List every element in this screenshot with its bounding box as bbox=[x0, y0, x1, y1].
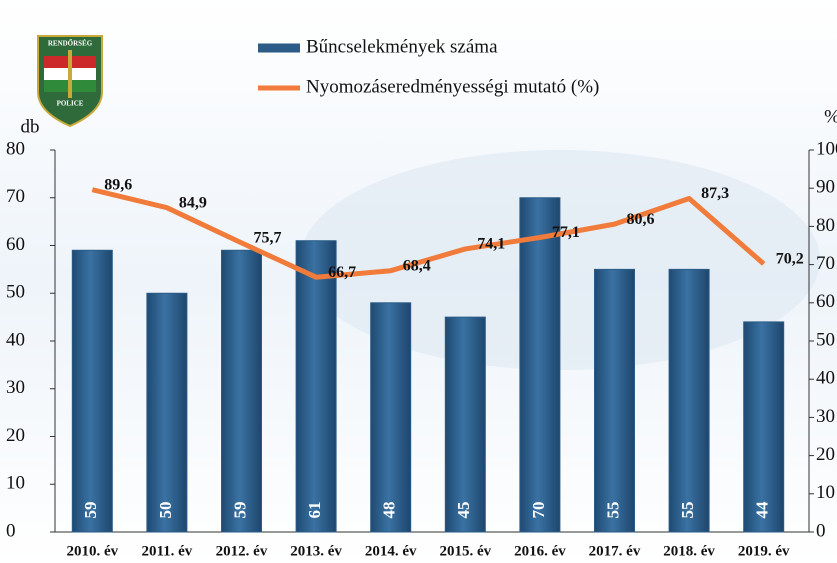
y-axis-label: db bbox=[21, 116, 40, 137]
line-value-label: 84,9 bbox=[179, 194, 207, 211]
y2-tick-label: 20 bbox=[816, 444, 835, 465]
line-value-label: 80,6 bbox=[627, 211, 655, 228]
y2-tick-label: 30 bbox=[816, 406, 835, 427]
y2-tick-label: 100 bbox=[816, 138, 837, 159]
y2-tick-label: 70 bbox=[816, 253, 835, 274]
x-tick-label: 2013. év bbox=[290, 543, 342, 559]
legend-label: Nyomozáseredményességi mutató (%) bbox=[306, 76, 599, 97]
bar bbox=[743, 321, 785, 533]
bar-value-label: 55 bbox=[603, 502, 622, 519]
y-tick-label: 40 bbox=[6, 329, 25, 350]
y2-tick-label: 40 bbox=[816, 368, 835, 389]
y2-tick-label: 10 bbox=[816, 482, 835, 503]
bar-value-label: 45 bbox=[454, 502, 473, 519]
bar bbox=[221, 249, 262, 533]
y-tick-label: 80 bbox=[6, 138, 25, 159]
bar-value-label: 70 bbox=[529, 502, 548, 519]
logo: RENDŐRSÉG POLICE bbox=[37, 35, 103, 128]
line bbox=[91, 187, 766, 280]
bar-value-label: 59 bbox=[81, 502, 100, 519]
bar bbox=[71, 249, 113, 533]
line-value-label: 66,7 bbox=[328, 264, 356, 281]
line-value-label: 74,1 bbox=[477, 236, 505, 253]
bar-value-label: 59 bbox=[230, 502, 249, 519]
y2-tick-label: 80 bbox=[816, 215, 835, 236]
bar-value-label: 50 bbox=[156, 502, 175, 519]
bar-value-label: 55 bbox=[678, 502, 697, 519]
bar bbox=[370, 302, 412, 533]
y2-tick-label: 50 bbox=[816, 329, 835, 350]
y2-tick-label: 60 bbox=[816, 291, 835, 312]
bar bbox=[444, 316, 486, 533]
line-value-label: 75,7 bbox=[254, 229, 282, 246]
bar-value-label: 44 bbox=[753, 501, 772, 519]
x-tick-label: 2018. év bbox=[663, 543, 715, 559]
line-value-label: 77,1 bbox=[552, 224, 580, 241]
bar bbox=[519, 197, 561, 533]
bar bbox=[594, 268, 635, 533]
y-tick-label: 0 bbox=[6, 520, 16, 541]
y2-tick-label: 90 bbox=[816, 177, 835, 198]
x-tick-label: 2017. év bbox=[589, 543, 641, 559]
line-value-label: 87,3 bbox=[701, 185, 729, 202]
logo-text: RENDŐRSÉG bbox=[48, 40, 93, 48]
logo-text: POLICE bbox=[57, 100, 84, 108]
line-value-label: 70,2 bbox=[776, 251, 804, 268]
y2-tick-label: 0 bbox=[816, 520, 826, 541]
x-tick-label: 2012. év bbox=[216, 543, 268, 559]
x-tick-label: 2014. év bbox=[365, 543, 417, 559]
x-tick-label: 2010. év bbox=[66, 543, 118, 559]
y-tick-label: 60 bbox=[6, 234, 25, 255]
y-tick-label: 20 bbox=[6, 425, 25, 446]
bar bbox=[146, 292, 188, 533]
y2-axis-label: % bbox=[824, 106, 837, 127]
bar bbox=[668, 268, 710, 533]
line-value-label: 68,4 bbox=[403, 257, 431, 274]
legend-label: Bűncselekmények száma bbox=[306, 36, 498, 57]
y-tick-label: 70 bbox=[6, 186, 25, 207]
x-tick-label: 2019. év bbox=[738, 543, 790, 559]
x-tick-label: 2015. év bbox=[439, 543, 491, 559]
line-value-label: 89,6 bbox=[104, 176, 132, 193]
bar-value-label: 61 bbox=[305, 502, 324, 519]
bar-value-label: 48 bbox=[380, 502, 399, 519]
x-tick-label: 2011. év bbox=[141, 543, 192, 559]
y-tick-label: 10 bbox=[6, 473, 25, 494]
y-tick-label: 30 bbox=[6, 377, 25, 398]
x-tick-label: 2016. év bbox=[514, 543, 566, 559]
bar bbox=[295, 240, 337, 533]
y-tick-label: 50 bbox=[6, 282, 25, 303]
